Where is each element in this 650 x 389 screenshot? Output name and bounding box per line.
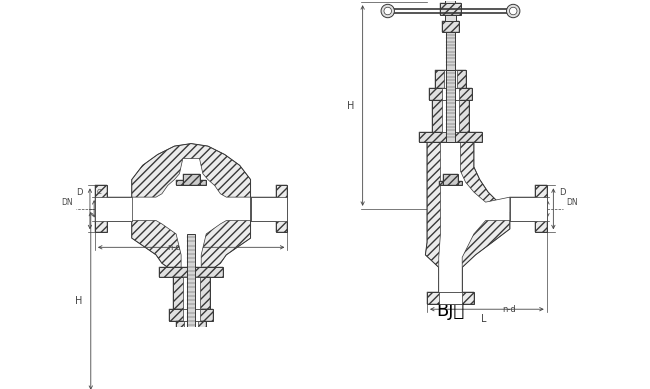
Bar (176, 321, 206, 339)
Bar (445, 15, 456, 21)
Bar (250, 197, 276, 221)
Text: BJ型: BJ型 (436, 302, 465, 320)
Bar (439, 267, 462, 293)
Bar (432, 100, 469, 132)
Text: H: H (75, 296, 83, 306)
Text: L: L (481, 314, 487, 324)
Bar (429, 88, 472, 100)
Circle shape (381, 4, 395, 18)
Bar (436, 70, 465, 88)
Bar (183, 174, 200, 186)
Polygon shape (132, 159, 250, 267)
Bar (444, 70, 457, 88)
Bar (95, 186, 107, 232)
Bar (442, 21, 459, 32)
Bar (107, 197, 132, 221)
Bar (535, 186, 547, 232)
Bar (176, 180, 206, 186)
Bar (159, 267, 223, 277)
Bar (441, 3, 460, 15)
Bar (510, 197, 535, 221)
Bar (250, 197, 276, 221)
Bar (183, 174, 200, 186)
Text: H: H (347, 100, 354, 110)
Circle shape (510, 7, 517, 15)
Bar (429, 88, 472, 100)
Polygon shape (425, 142, 510, 293)
Bar (419, 132, 482, 142)
Bar (276, 186, 287, 232)
Bar (159, 267, 223, 277)
Bar (173, 277, 209, 309)
Bar (187, 339, 196, 377)
Bar (176, 321, 206, 339)
Text: DN: DN (566, 198, 578, 207)
Bar (442, 100, 459, 132)
Bar (442, 88, 459, 100)
Bar (439, 267, 462, 293)
Bar (187, 234, 196, 339)
Bar (447, 70, 454, 142)
Bar (432, 100, 469, 132)
Bar (170, 309, 213, 321)
Bar (183, 377, 200, 389)
Bar (442, 21, 459, 32)
Text: D: D (559, 187, 566, 196)
Bar (183, 277, 200, 309)
Text: DN: DN (60, 198, 72, 207)
Bar (447, 32, 454, 70)
Bar (95, 197, 132, 221)
Bar (445, 0, 456, 3)
Bar (185, 321, 198, 339)
Polygon shape (439, 142, 510, 293)
Circle shape (506, 4, 520, 18)
Bar (441, 3, 460, 15)
Bar (173, 277, 209, 309)
Text: C: C (97, 189, 101, 194)
Bar (439, 293, 462, 304)
Bar (176, 180, 206, 186)
Bar (510, 197, 547, 221)
Bar (183, 377, 200, 389)
Bar (535, 186, 547, 232)
Polygon shape (132, 144, 250, 267)
Bar (276, 186, 287, 232)
Bar (107, 197, 132, 221)
Circle shape (384, 7, 391, 15)
Bar (183, 309, 200, 321)
Text: n-d: n-d (502, 305, 516, 314)
Bar (443, 174, 458, 186)
Bar (170, 309, 213, 321)
Bar (439, 181, 462, 186)
Bar (250, 197, 287, 221)
Bar (510, 197, 535, 221)
Bar (95, 186, 107, 232)
Bar (439, 181, 462, 186)
Bar (427, 293, 474, 304)
Bar (427, 293, 474, 304)
Bar (443, 174, 458, 186)
Bar (436, 70, 465, 88)
Bar (419, 132, 482, 142)
Text: n-d: n-d (168, 243, 181, 252)
Text: D: D (76, 187, 83, 196)
Text: L: L (188, 252, 194, 262)
Text: AJ型: AJ型 (177, 302, 205, 320)
